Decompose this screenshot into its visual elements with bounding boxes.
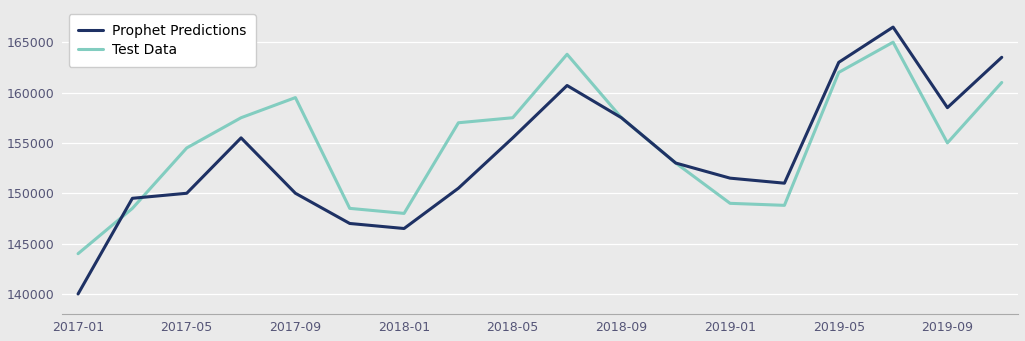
Test Data	[995, 80, 1008, 85]
Test Data	[289, 95, 301, 100]
Prophet Predictions	[724, 176, 736, 180]
Prophet Predictions	[832, 60, 845, 64]
Test Data	[778, 203, 790, 207]
Prophet Predictions	[126, 196, 138, 201]
Test Data	[561, 52, 573, 56]
Prophet Predictions	[180, 191, 193, 195]
Prophet Predictions	[615, 116, 627, 120]
Line: Prophet Predictions: Prophet Predictions	[78, 27, 1001, 294]
Line: Test Data: Test Data	[78, 42, 1001, 254]
Test Data	[235, 116, 247, 120]
Test Data	[452, 121, 464, 125]
Legend: Prophet Predictions, Test Data: Prophet Predictions, Test Data	[69, 14, 256, 67]
Prophet Predictions	[995, 55, 1008, 59]
Test Data	[180, 146, 193, 150]
Prophet Predictions	[778, 181, 790, 185]
Test Data	[506, 116, 519, 120]
Prophet Predictions	[669, 161, 682, 165]
Prophet Predictions	[561, 84, 573, 88]
Prophet Predictions	[235, 136, 247, 140]
Test Data	[126, 206, 138, 210]
Test Data	[669, 161, 682, 165]
Prophet Predictions	[72, 292, 84, 296]
Test Data	[724, 201, 736, 205]
Prophet Predictions	[343, 221, 356, 225]
Test Data	[941, 141, 953, 145]
Test Data	[398, 211, 410, 216]
Prophet Predictions	[452, 186, 464, 190]
Prophet Predictions	[887, 25, 899, 29]
Prophet Predictions	[506, 136, 519, 140]
Test Data	[832, 70, 845, 74]
Test Data	[72, 252, 84, 256]
Test Data	[615, 116, 627, 120]
Prophet Predictions	[398, 226, 410, 231]
Prophet Predictions	[941, 106, 953, 110]
Test Data	[887, 40, 899, 44]
Prophet Predictions	[289, 191, 301, 195]
Test Data	[343, 206, 356, 210]
